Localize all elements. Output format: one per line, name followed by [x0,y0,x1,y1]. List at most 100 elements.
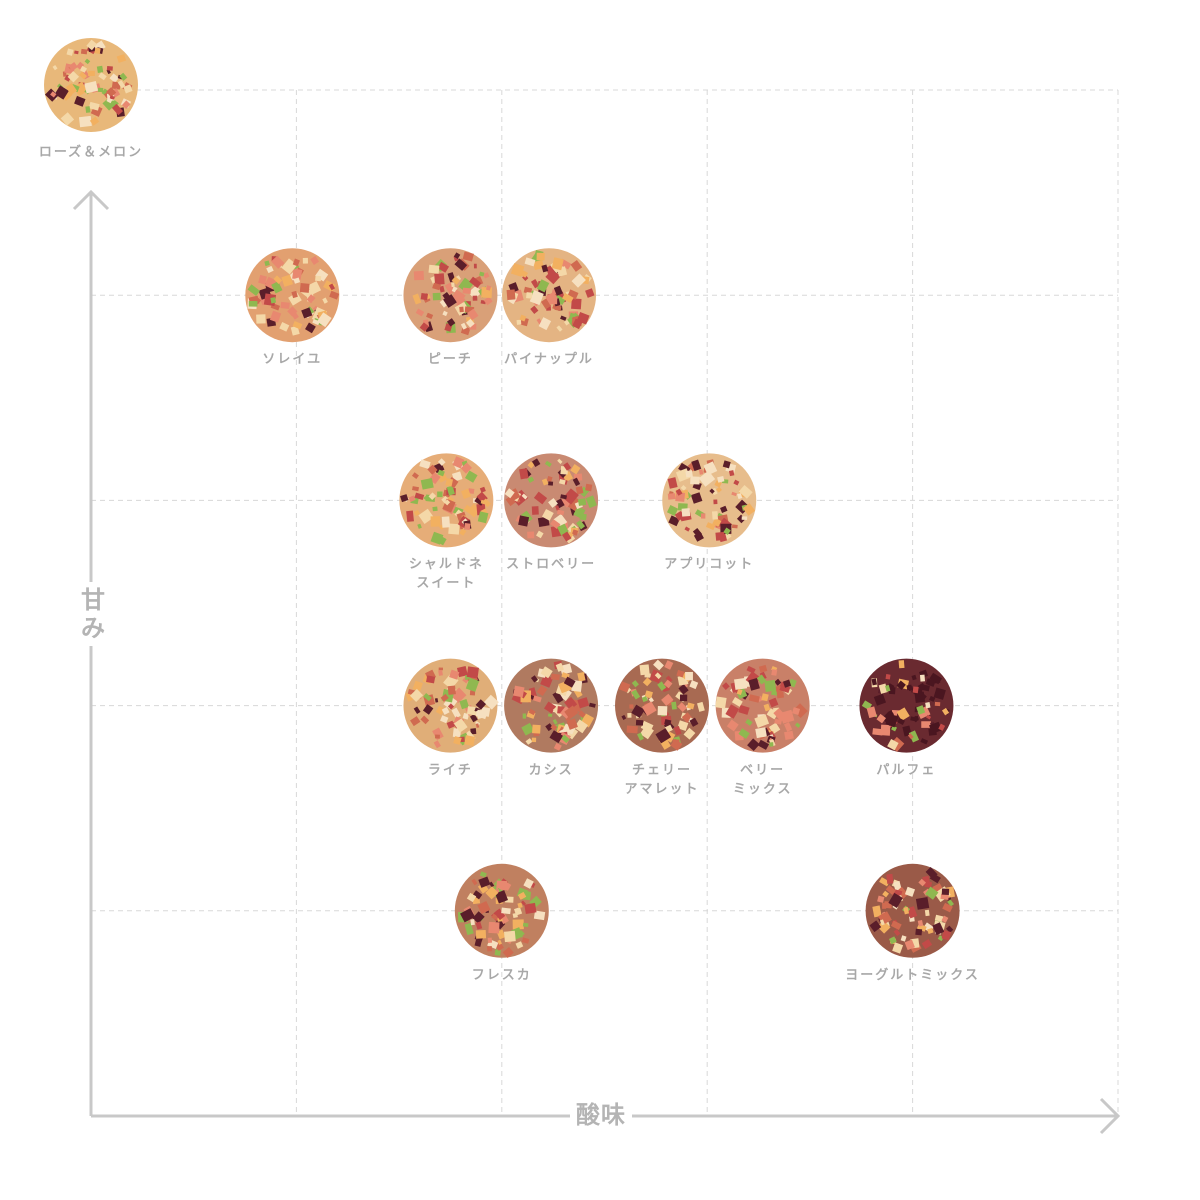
tea-piece [466,892,477,903]
tea-piece [698,469,704,475]
tea-piece [121,100,131,109]
tea-piece [758,664,768,673]
tea-piece [585,288,595,298]
tea-piece [434,273,445,285]
tea-piece [547,713,553,718]
tea-piece [552,719,558,725]
tea-piece [434,734,440,739]
tea-piece [437,491,443,498]
tea-piece [439,285,445,293]
tea-piece [792,703,808,719]
tea-piece [562,292,574,304]
tea-piece [920,738,929,745]
tea-piece [541,508,554,521]
tea-piece [529,290,544,306]
tea-piece [422,704,434,715]
tea-piece [444,282,456,295]
tea-piece [502,947,514,958]
tea-piece [524,257,536,267]
tea-piece [306,294,316,304]
point-label: ヨーグルトミックス [845,967,980,983]
tea-blend-point [715,658,810,753]
tea-piece [747,738,760,752]
tea-piece [738,484,753,499]
tea-piece [644,690,653,699]
tea-piece [745,718,753,726]
tea-piece [570,464,581,475]
tea-piece [415,308,425,317]
tea-piece [544,460,552,468]
tea-piece [524,902,537,915]
tea-blend-point [859,658,954,753]
tea-piece [655,728,672,744]
tea-piece [771,669,778,676]
tea-blend-point [399,453,494,548]
tea-piece [494,918,506,930]
tea-piece [776,691,785,699]
tea-piece [678,684,689,695]
tea-piece [472,890,483,900]
tea-piece [640,720,654,733]
tea-blend-point [504,658,599,753]
tea-piece [571,298,582,310]
tea-piece [690,492,703,504]
tea-piece [432,727,444,741]
x-axis-label: 酸味 [570,1101,632,1129]
tea-piece [96,65,104,73]
tea-piece [888,892,903,908]
tea-piece [621,714,627,720]
tea-piece [413,509,421,517]
tea-piece [287,306,298,317]
tea-piece [119,72,128,81]
tea-piece [109,73,119,83]
tea-piece [888,686,896,695]
tea-piece [66,48,74,56]
point-label: パルフェ [876,762,937,778]
tea-piece [675,492,686,502]
tea-piece [675,488,683,496]
tea-piece [258,274,268,285]
tea-piece [720,505,728,513]
tea-piece [536,685,548,697]
tea-piece [438,667,443,671]
tea-piece [410,716,421,727]
tea-piece [715,696,727,709]
tea-piece [423,496,429,502]
tea-piece [938,723,946,731]
tea-piece [475,723,480,728]
tea-piece [541,478,549,486]
tea-piece [737,493,743,500]
tea-piece [879,877,890,887]
tea-piece [299,283,310,293]
tea-piece [712,517,722,527]
point-label: ストロベリー [506,557,597,573]
tea-piece [947,899,954,907]
tea-piece [686,702,695,710]
tea-piece [483,296,493,306]
tea-piece [664,660,674,670]
tea-piece [526,292,533,299]
tea-piece [469,690,476,696]
tea-piece [676,669,685,678]
tea-piece [648,697,654,703]
tea-piece [685,470,693,478]
tea-piece [475,709,488,720]
tea-piece [754,714,770,728]
tea-piece [560,315,567,321]
tea-piece [877,920,891,934]
tea-piece [575,486,584,495]
tea-piece [549,297,558,305]
tea-piece [67,71,80,83]
tea-piece [305,322,316,334]
tea-piece [444,499,451,506]
tea-piece [477,901,491,915]
tea-piece [527,531,535,539]
tea-piece [462,712,470,720]
tea-piece [469,276,482,289]
tea-piece [555,662,565,672]
tea-piece [430,516,441,527]
tea-piece [530,675,539,683]
tea-piece [556,509,565,516]
tea-piece [677,720,689,732]
tea-piece [418,508,434,524]
